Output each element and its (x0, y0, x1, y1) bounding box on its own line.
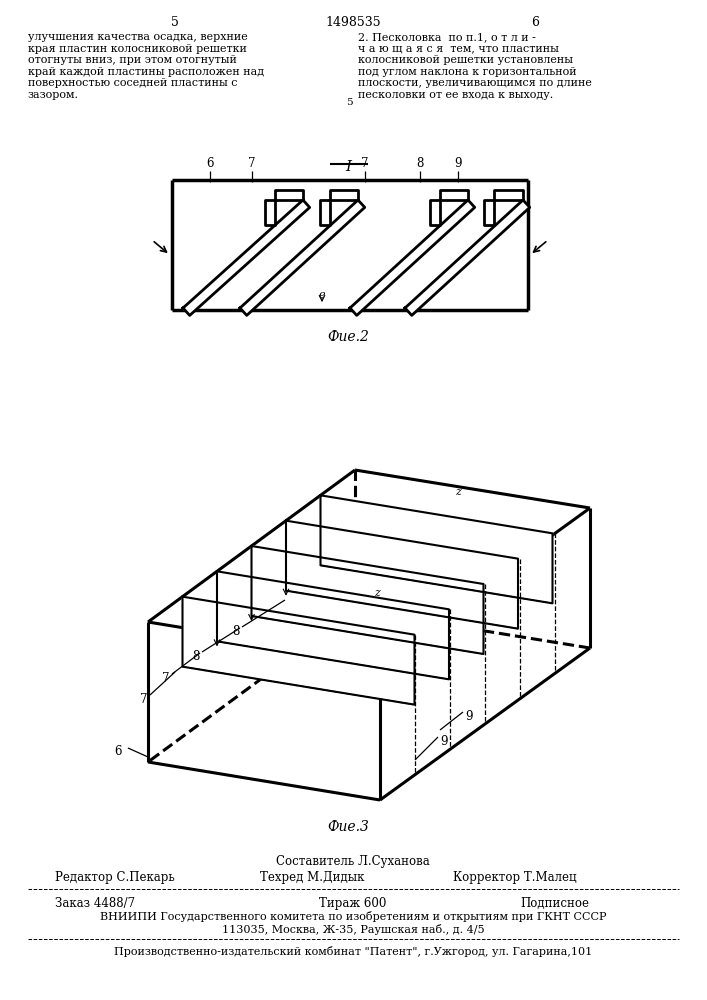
Polygon shape (183, 200, 310, 315)
Polygon shape (275, 190, 303, 200)
Text: ВНИИПИ Государственного комитета по изобретениям и открытиям при ГКНТ СССР: ВНИИПИ Государственного комитета по изоб… (100, 911, 606, 922)
Text: I: I (345, 160, 351, 174)
Text: Составитель Л.Суханова: Составитель Л.Суханова (276, 855, 430, 868)
Polygon shape (217, 571, 449, 679)
Text: 8: 8 (192, 650, 200, 663)
Text: Корректор Т.Малец: Корректор Т.Малец (453, 871, 577, 884)
Text: z: z (374, 588, 380, 598)
Text: 6: 6 (531, 16, 539, 29)
Text: Редактор С.Пекарь: Редактор С.Пекарь (55, 871, 175, 884)
Polygon shape (350, 200, 475, 315)
Text: 9: 9 (455, 157, 462, 170)
Polygon shape (494, 190, 523, 200)
Polygon shape (252, 546, 484, 654)
Polygon shape (405, 200, 530, 315)
Text: z: z (455, 487, 461, 497)
Text: 113035, Москва, Ж-35, Раушская наб., д. 4/5: 113035, Москва, Ж-35, Раушская наб., д. … (222, 924, 484, 935)
Polygon shape (430, 200, 440, 225)
Text: 5: 5 (346, 98, 352, 107)
Text: 6: 6 (206, 157, 214, 170)
Polygon shape (320, 200, 330, 225)
Polygon shape (240, 200, 365, 315)
Text: 9: 9 (440, 735, 448, 748)
Polygon shape (484, 200, 494, 225)
Text: Фие.3: Фие.3 (327, 820, 369, 834)
Text: е: е (319, 290, 325, 300)
Text: 7: 7 (163, 672, 170, 685)
Text: 7: 7 (141, 693, 148, 706)
Polygon shape (440, 190, 468, 200)
Text: 5: 5 (171, 16, 179, 29)
Text: Техред М.Дидык: Техред М.Дидык (260, 871, 364, 884)
Text: Производственно-издательский комбинат "Патент", г.Ужгород, ул. Гагарина,101: Производственно-издательский комбинат "П… (114, 946, 592, 957)
Text: 8: 8 (233, 625, 240, 638)
Text: Тираж 600: Тираж 600 (320, 897, 387, 910)
Text: 8: 8 (416, 157, 423, 170)
Polygon shape (286, 521, 518, 629)
Text: Фие.2: Фие.2 (327, 330, 369, 344)
Text: 7: 7 (248, 157, 256, 170)
Polygon shape (320, 495, 552, 603)
Text: 6: 6 (115, 745, 122, 758)
Polygon shape (182, 597, 414, 705)
Text: улучшения качества осадка, верхние
края пластин колосниковой решетки
отогнуты вн: улучшения качества осадка, верхние края … (28, 32, 264, 100)
Text: 1498535: 1498535 (325, 16, 381, 29)
Text: Заказ 4488/7: Заказ 4488/7 (55, 897, 135, 910)
Polygon shape (330, 190, 358, 200)
Text: 7: 7 (361, 157, 369, 170)
Text: Подписное: Подписное (520, 897, 589, 910)
Text: 2. Песколовка  по п.1, о т л и -
ч а ю щ а я с я  тем, что пластины
колосниковой: 2. Песколовка по п.1, о т л и - ч а ю щ … (358, 32, 592, 100)
Polygon shape (265, 200, 275, 225)
Text: 9: 9 (465, 710, 472, 723)
